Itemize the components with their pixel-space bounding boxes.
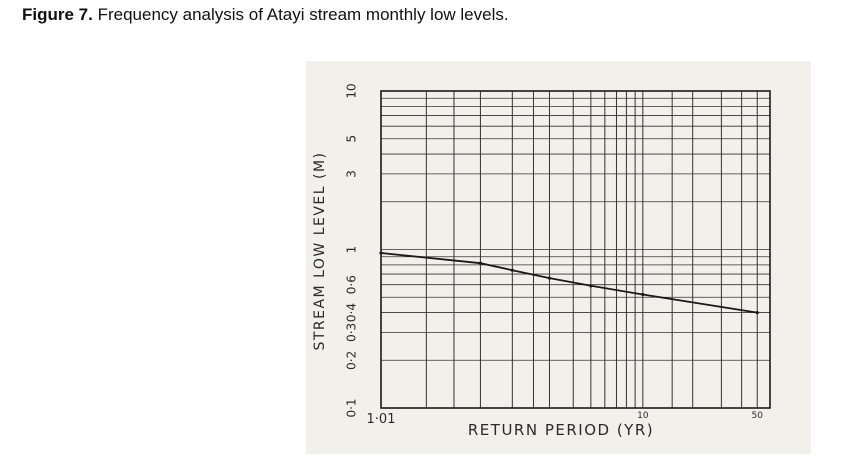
y-tick-label: 0·3	[345, 323, 359, 342]
x-tick-label: 1·01	[367, 412, 396, 427]
data-point	[478, 261, 483, 265]
x-tick-label: 50	[752, 411, 764, 421]
data-point	[755, 310, 759, 315]
frequency-curve	[380, 252, 758, 314]
y-tick-label: 0·4	[345, 303, 359, 322]
x-tick-label: 10	[637, 411, 649, 421]
plot-frame	[380, 90, 771, 409]
data-point	[641, 292, 645, 297]
data-point	[379, 251, 383, 255]
frequency-chart: 10 5 3 1 0·6 0·40·3 0·2 0·1 1·01 10 50 STREAM LOW L…	[312, 83, 771, 439]
data-point	[547, 276, 552, 280]
chart-photo: 10 5 3 1 0·6 0·4 0·3 0·2 0·1 1·01 10 50 STREAM LOW L…	[306, 61, 811, 454]
y-tick-label: 1	[345, 246, 359, 254]
y-tick-label: 5	[345, 135, 359, 143]
figure-label: Figure 7.	[22, 5, 93, 24]
figure-caption-text: Frequency analysis of Atayi stream month…	[92, 5, 509, 24]
x-axis-label: RETURN PERIOD (YR)	[468, 421, 654, 439]
y-tick-label: 0·2	[345, 351, 359, 370]
y-tick-label: 3	[345, 170, 359, 178]
data-point	[510, 268, 514, 272]
data-point	[589, 284, 593, 288]
y-axis-label: STREAM LOW LEVEL (M)	[312, 151, 328, 350]
figure-caption: Figure 7. Frequency analysis of Atayi st…	[22, 5, 509, 25]
y-tick-label: 0·6	[345, 275, 359, 294]
y-tick-label: 10	[345, 83, 359, 98]
y-tick-label: 0·1	[345, 398, 359, 417]
